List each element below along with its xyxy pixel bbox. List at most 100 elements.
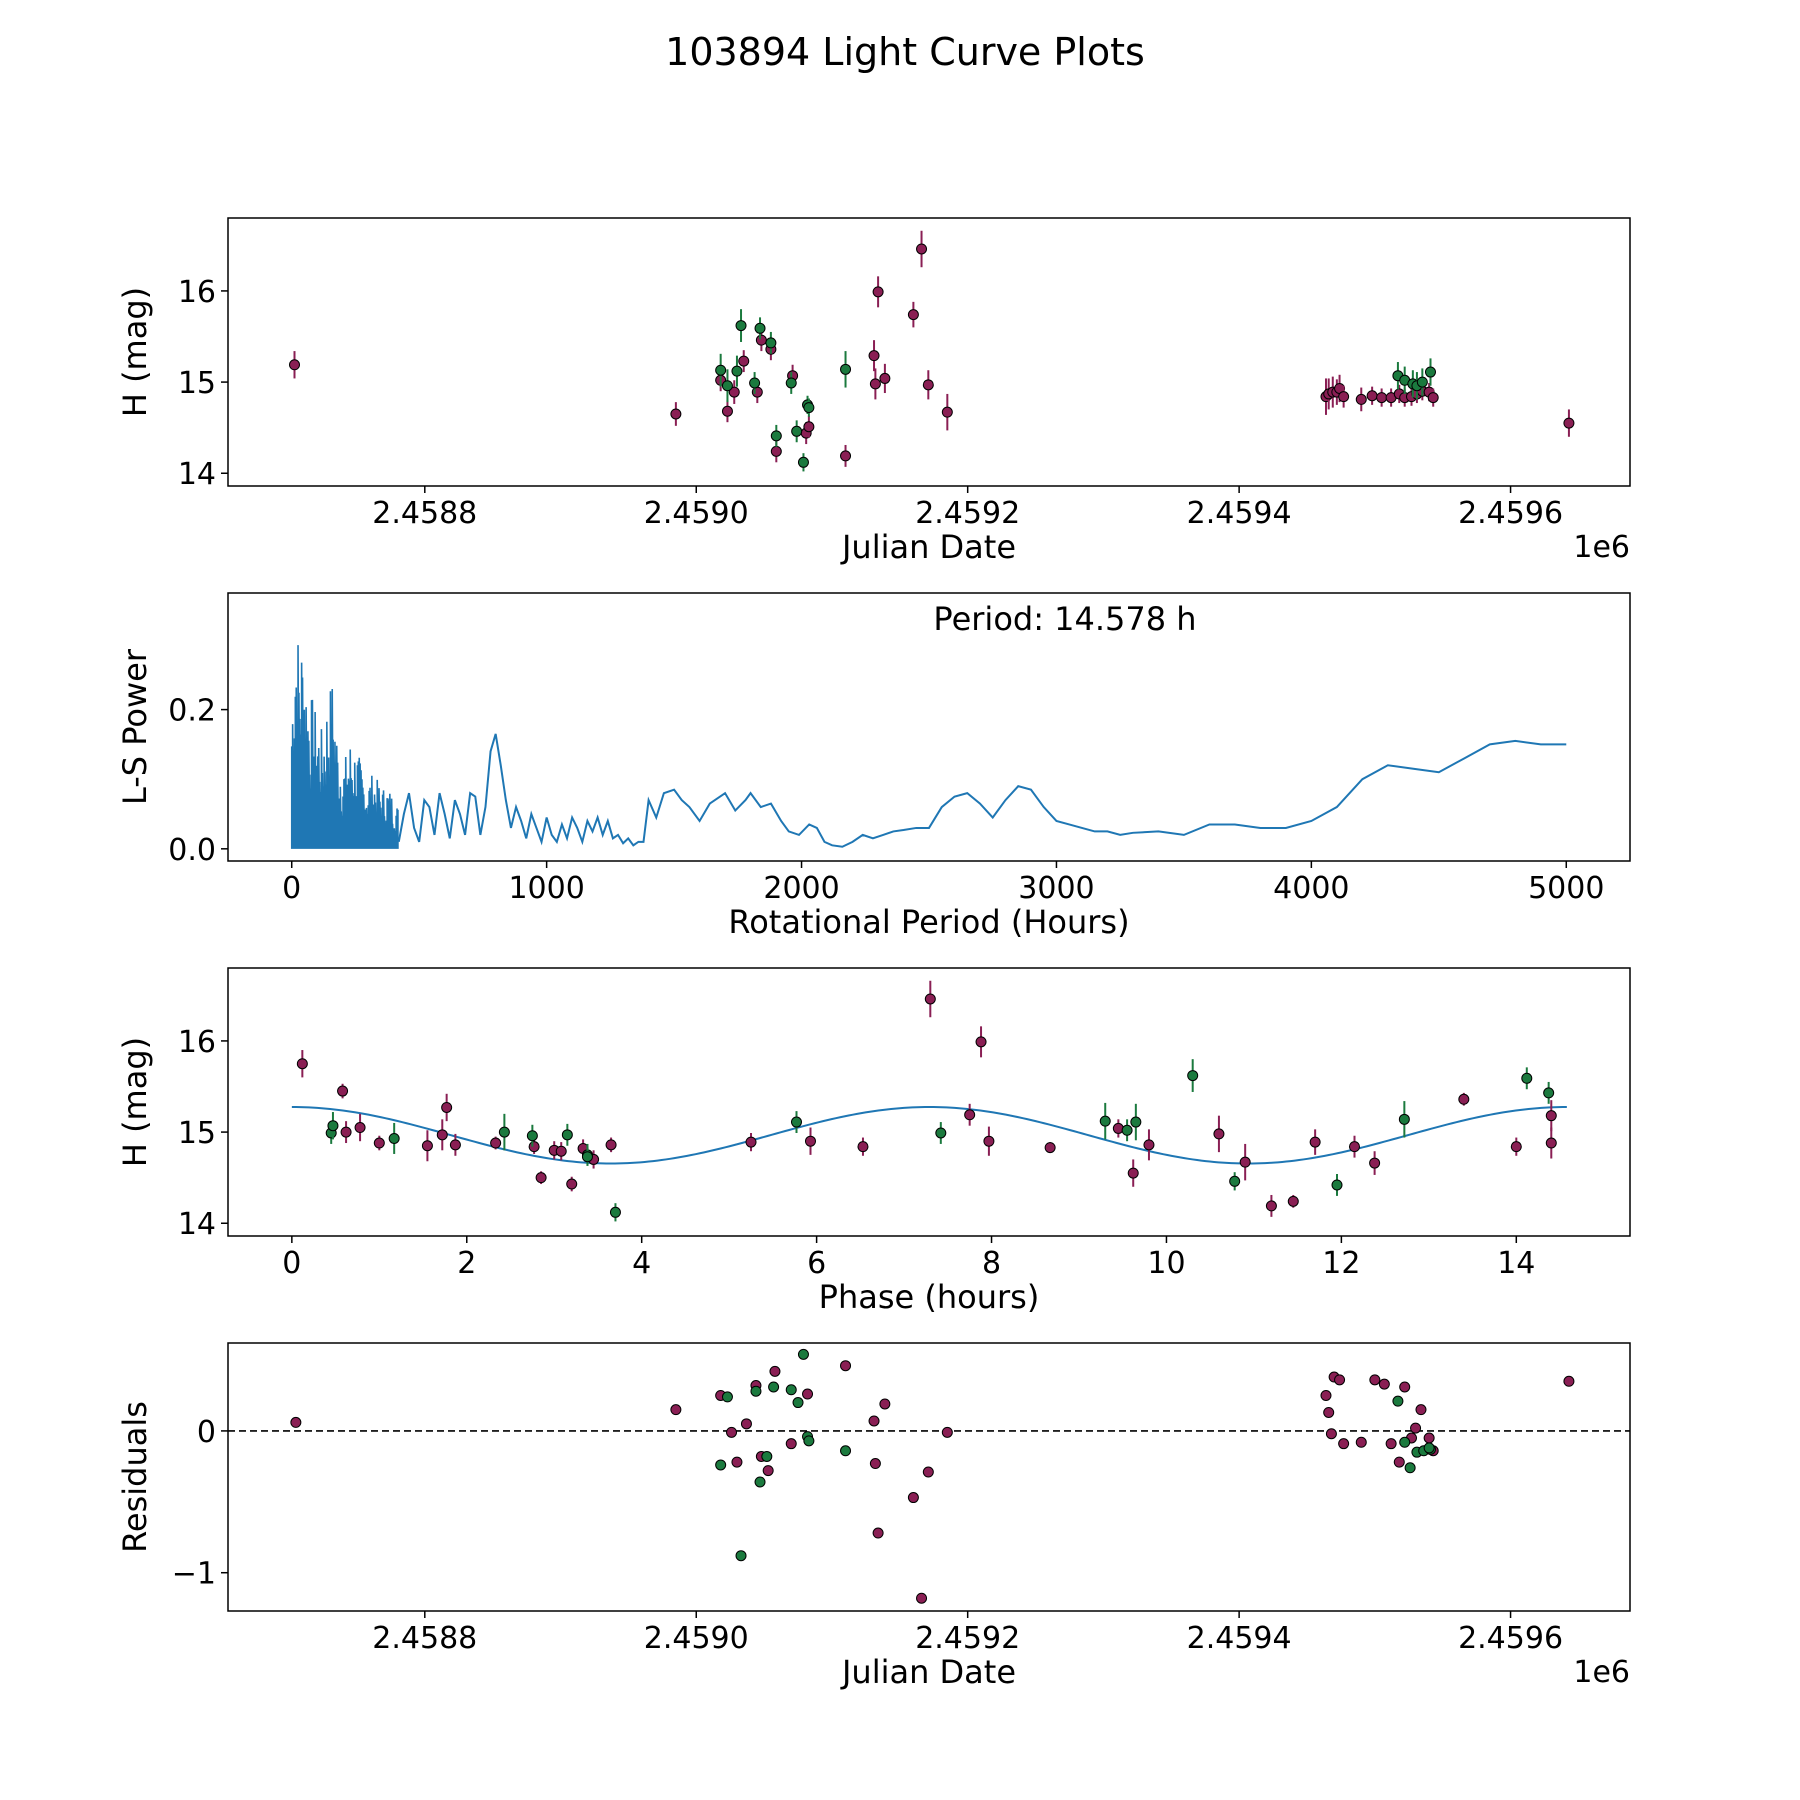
data-point-magenta bbox=[1369, 1157, 1381, 1169]
x-offset-label: 1e6 bbox=[1573, 530, 1630, 565]
y-tick-label: 16 bbox=[178, 275, 216, 310]
x-tick-label: 0 bbox=[282, 1246, 301, 1281]
data-point-magenta bbox=[1355, 393, 1367, 405]
data-point-magenta bbox=[1348, 1141, 1360, 1153]
data-point-green bbox=[1423, 1442, 1435, 1454]
data-point-magenta bbox=[738, 355, 750, 367]
data-point-green bbox=[1399, 1436, 1411, 1448]
axes-frame bbox=[227, 967, 1631, 1237]
data-point-magenta bbox=[1510, 1141, 1522, 1153]
data-point-magenta bbox=[1325, 1428, 1337, 1440]
y-tick-label: 14 bbox=[178, 1207, 216, 1242]
data-point-green bbox=[1392, 1395, 1404, 1407]
data-point-magenta bbox=[605, 1139, 617, 1151]
data-point-magenta bbox=[1458, 1093, 1470, 1105]
y-tick-label: 16 bbox=[178, 1025, 216, 1060]
data-point-magenta bbox=[1112, 1122, 1124, 1134]
data-point-magenta bbox=[535, 1172, 547, 1184]
data-point-green bbox=[561, 1129, 573, 1141]
data-point-magenta bbox=[296, 1058, 308, 1070]
x-tick-label: 5000 bbox=[1528, 871, 1604, 906]
data-point-magenta bbox=[1334, 1374, 1346, 1386]
data-point-magenta bbox=[1213, 1128, 1225, 1140]
panel-phase: 0 2 4 6 8 10 12 14 14 15 16 Phase (hours) H (mag) bbox=[116, 967, 1631, 1316]
y-axis-label: H (mag) bbox=[116, 287, 154, 417]
y-axis-label: L-S Power bbox=[116, 648, 154, 805]
axes-frame bbox=[227, 592, 1631, 862]
data-point-green bbox=[327, 1120, 339, 1132]
data-point-magenta bbox=[670, 408, 682, 420]
x-tick-label: 14 bbox=[1497, 1246, 1535, 1281]
data-point-magenta bbox=[868, 350, 880, 362]
data-point-magenta bbox=[804, 1135, 816, 1147]
data-point-magenta bbox=[490, 1137, 502, 1149]
y-tick-label: 14 bbox=[178, 457, 216, 492]
x-tick-label: 4 bbox=[632, 1246, 651, 1281]
axes-frame bbox=[227, 217, 1631, 487]
data-point-green bbox=[1521, 1072, 1533, 1084]
data-point-magenta bbox=[1044, 1142, 1056, 1154]
data-point-magenta bbox=[964, 1109, 976, 1121]
data-point-magenta bbox=[755, 334, 767, 346]
data-point-magenta bbox=[1309, 1136, 1321, 1148]
data-point-green bbox=[1404, 1462, 1416, 1474]
data-point-magenta bbox=[879, 372, 891, 384]
data-point-magenta bbox=[1410, 1422, 1422, 1434]
y-tick-label: 15 bbox=[178, 366, 216, 401]
data-point-green bbox=[1121, 1124, 1133, 1136]
axes-frame bbox=[227, 1342, 1631, 1612]
x-tick-label: 2.4594 bbox=[1187, 496, 1292, 531]
x-tick-label: 2.4588 bbox=[372, 1621, 477, 1656]
data-point-magenta bbox=[1338, 1438, 1350, 1450]
data-point-magenta bbox=[1385, 1438, 1397, 1450]
data-point-green bbox=[797, 1348, 809, 1360]
data-point-magenta bbox=[1287, 1195, 1299, 1207]
x-axis-label: Rotational Period (Hours) bbox=[728, 903, 1129, 941]
data-point-green bbox=[581, 1151, 593, 1163]
data-point-magenta bbox=[1378, 1378, 1390, 1390]
data-point-magenta bbox=[1563, 1375, 1575, 1387]
data-point-magenta bbox=[1366, 390, 1378, 402]
x-tick-label: 2 bbox=[457, 1246, 476, 1281]
x-tick-label: 4000 bbox=[1273, 871, 1349, 906]
x-tick-label: 2.4594 bbox=[1187, 1621, 1292, 1656]
y-tick-label: 0.0 bbox=[168, 833, 216, 868]
x-tick-label: 0 bbox=[282, 871, 301, 906]
data-point-magenta bbox=[1399, 1381, 1411, 1393]
y-tick-label: 0.2 bbox=[168, 694, 216, 729]
data-point-green bbox=[735, 1550, 747, 1562]
data-point-magenta bbox=[337, 1085, 349, 1097]
data-point-green bbox=[791, 425, 803, 437]
data-point-green bbox=[1424, 366, 1436, 378]
data-point-green bbox=[731, 365, 743, 377]
x-tick-label: 3000 bbox=[1018, 871, 1094, 906]
x-offset-label: 1e6 bbox=[1573, 1655, 1630, 1690]
y-tick-label: −1 bbox=[172, 1557, 216, 1592]
data-point-magenta bbox=[1127, 1167, 1139, 1179]
data-point-green bbox=[1398, 1113, 1410, 1125]
data-point-magenta bbox=[566, 1178, 578, 1190]
data-point-magenta bbox=[785, 1438, 797, 1450]
data-point-magenta bbox=[1563, 417, 1575, 429]
plot-area bbox=[291, 980, 1567, 1222]
power-line bbox=[397, 733, 1567, 848]
data-point-magenta bbox=[1143, 1139, 1155, 1151]
data-point-magenta bbox=[975, 1036, 987, 1048]
plot-area bbox=[290, 645, 1567, 849]
data-point-magenta bbox=[340, 1126, 352, 1138]
data-point-green bbox=[790, 1116, 802, 1128]
data-point-magenta bbox=[762, 1465, 774, 1477]
data-point-green bbox=[803, 1435, 815, 1447]
y-axis-label: Residuals bbox=[116, 1401, 154, 1553]
data-point-green bbox=[498, 1126, 510, 1138]
data-point-magenta bbox=[840, 450, 852, 462]
y-tick-label: 0 bbox=[197, 1415, 216, 1450]
x-tick-label: 6 bbox=[807, 1246, 826, 1281]
data-point-green bbox=[797, 456, 809, 468]
data-point-magenta bbox=[803, 421, 815, 433]
x-tick-label: 1000 bbox=[508, 871, 584, 906]
y-tick-label: 15 bbox=[178, 1116, 216, 1151]
data-point-green bbox=[761, 1450, 773, 1462]
data-point-green bbox=[935, 1127, 947, 1139]
data-point-green bbox=[840, 1445, 852, 1457]
